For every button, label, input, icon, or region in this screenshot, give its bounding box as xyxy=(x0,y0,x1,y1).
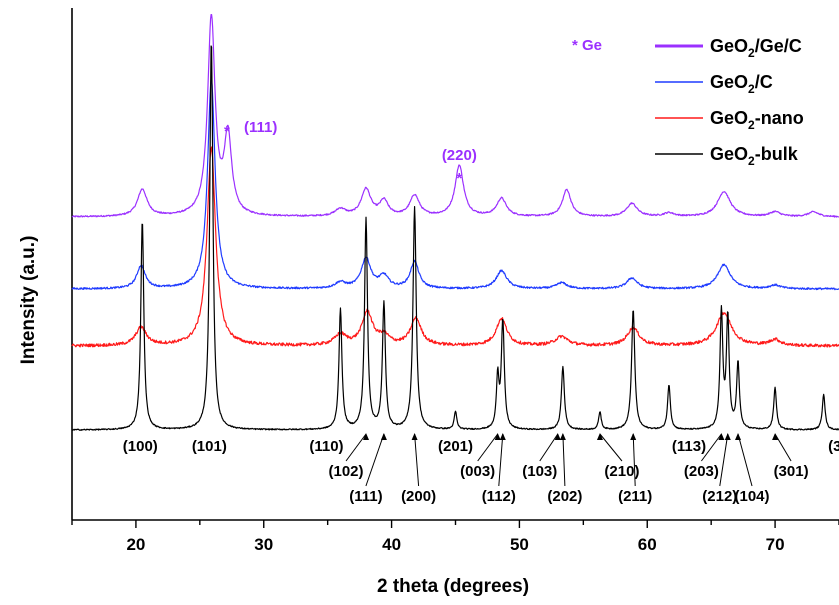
ge-annotations: * (111) (220) * xyxy=(224,119,477,187)
hkl-arrowhead xyxy=(494,433,501,440)
hkl-arrowhead xyxy=(554,433,561,440)
ge-peak-label: (220) xyxy=(442,147,477,164)
hkl-arrow xyxy=(737,433,753,487)
ge-peak-label: (111) xyxy=(244,119,277,136)
hkl-label: (113) xyxy=(672,438,706,455)
hkl-arrow xyxy=(539,433,559,462)
hkl-annotations: (100) (101) (110) (102) (111) (200) (201) (003)… xyxy=(123,433,839,505)
hkl-label: (200) xyxy=(401,488,436,505)
hkl-arrow xyxy=(774,433,792,462)
hkl-label: (104) xyxy=(734,488,769,505)
hkl-label: (210) xyxy=(604,463,639,480)
x-tick-label: 50 xyxy=(510,535,529,554)
hkl-arrow xyxy=(599,433,623,462)
ge-star: * xyxy=(224,123,230,140)
hkl-label: (111) xyxy=(349,488,382,505)
x-axis-ticks: 20 30 40 50 60 70 xyxy=(71,520,839,554)
hkl-label: (103) xyxy=(522,463,557,480)
hkl-arrow xyxy=(345,433,367,462)
hkl-label: (201) xyxy=(438,438,473,455)
legend-label: GeO2-nano xyxy=(710,108,804,132)
legend: * Ge GeO2/Ge/C GeO2/C GeO2-nano GeO2-bulk xyxy=(572,36,804,168)
hkl-label: (102) xyxy=(329,463,364,480)
hkl-label: (212) xyxy=(702,488,737,505)
hkl-arrow xyxy=(700,433,722,462)
hkl-label: (003) xyxy=(460,463,495,480)
hkl-arrowhead xyxy=(499,433,506,440)
hkl-arrow xyxy=(632,433,636,487)
hkl-arrowhead xyxy=(630,433,637,440)
hkl-arrowhead xyxy=(380,433,387,440)
hkl-label: (302) xyxy=(828,438,839,455)
hkl-arrowhead xyxy=(596,433,603,440)
hkl-label: (211) xyxy=(618,488,652,505)
hkl-arrowhead xyxy=(735,433,742,440)
hkl-arrowhead xyxy=(411,433,418,440)
legend-label: GeO2/Ge/C xyxy=(710,36,802,60)
x-tick-label: 60 xyxy=(638,535,657,554)
hkl-arrow xyxy=(562,433,566,487)
ge-marker-note: * Ge xyxy=(572,37,602,54)
y-axis-label: Intensity (a.u.) xyxy=(18,236,39,365)
hkl-label: (112) xyxy=(482,488,516,505)
xrd-curves xyxy=(71,13,839,431)
x-tick-label: 20 xyxy=(126,535,145,554)
ge-star: * xyxy=(456,170,462,187)
hkl-arrow xyxy=(365,433,385,487)
hkl-arrow xyxy=(477,433,499,462)
series-geo2-bulk xyxy=(71,45,839,431)
hkl-arrowhead xyxy=(718,433,725,440)
x-axis-label: 2 theta (degrees) xyxy=(377,576,529,597)
hkl-arrow xyxy=(414,433,420,487)
hkl-label: (101) xyxy=(192,438,227,455)
hkl-label: (202) xyxy=(547,488,582,505)
hkl-arrow xyxy=(498,433,504,487)
hkl-arrowhead xyxy=(724,433,731,440)
hkl-arrowhead xyxy=(772,433,779,440)
series-geo2-nano xyxy=(71,146,839,348)
hkl-label: (203) xyxy=(684,463,719,480)
legend-label: GeO2/C xyxy=(710,72,773,96)
legend-label: GeO2-bulk xyxy=(710,144,799,168)
hkl-label: (110) xyxy=(309,438,343,455)
series-geo2-ge-c xyxy=(71,13,839,218)
hkl-arrow xyxy=(719,433,729,487)
hkl-label: (301) xyxy=(774,463,809,480)
hkl-arrowhead xyxy=(559,433,566,440)
x-tick-label: 30 xyxy=(254,535,273,554)
x-tick-label: 40 xyxy=(382,535,401,554)
hkl-arrowhead xyxy=(363,433,370,440)
series-geo2-c xyxy=(71,78,839,291)
hkl-label: (100) xyxy=(123,438,158,455)
x-tick-label: 70 xyxy=(766,535,785,554)
